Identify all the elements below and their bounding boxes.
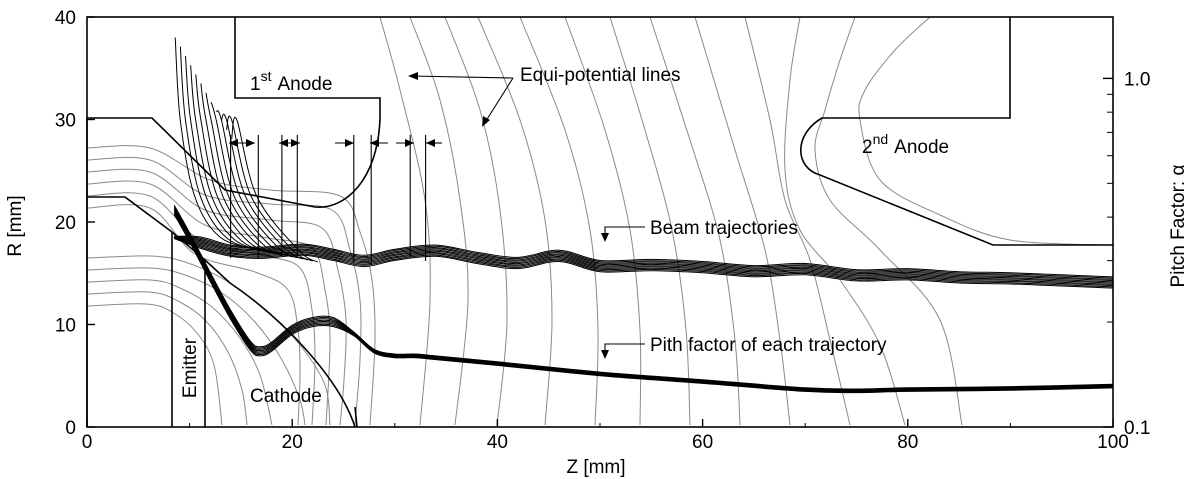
annotation-arrows: [408, 72, 645, 359]
equipotential-line-17: [564, 16, 642, 426]
pitch-factor-label: Pith factor of each trajectory: [650, 335, 887, 356]
emission-trajectory-8: [210, 101, 298, 259]
x-tick-label-2: 40: [487, 432, 508, 453]
y2-tick-label-0: 0.1: [1124, 418, 1150, 439]
pitch-factor-curve-1: [173, 204, 1114, 390]
beam-trajectory-7: [174, 237, 1114, 285]
measure-arrow-1-head-a: [229, 139, 238, 147]
emission-trajectory-5: [195, 74, 283, 256]
emission-trajectory-11: [226, 115, 313, 262]
beam-trajectory-4: [174, 236, 1114, 282]
equipotential-label: Equi-potential lines: [520, 65, 681, 86]
y-tick-label-3: 30: [55, 111, 76, 132]
equipotential-line-7: [86, 156, 362, 426]
equipotential-line-5: [86, 303, 223, 426]
beam-arrow-head: [601, 233, 609, 242]
beam-trajectories: [174, 37, 1114, 289]
y-tick-label-4: 40: [55, 8, 76, 29]
equipotential-line-16: [519, 16, 599, 426]
x-axis-label: Z [mm]: [566, 457, 625, 478]
equipotential-line-24: [858, 16, 1114, 246]
x-tick-label-4: 80: [897, 432, 918, 453]
y-tick-label-1: 10: [55, 316, 76, 337]
y-axis-label: R [mm]: [5, 195, 26, 256]
measure-arrow-2-head-b: [291, 139, 300, 147]
emission-trajectory-12: [231, 116, 319, 263]
emission-trajectory-2: [179, 46, 267, 253]
equi-arrow-head-1: [408, 72, 418, 80]
equipotential-line-10: [86, 192, 316, 426]
equipotential-lines: [86, 16, 1114, 426]
measure-arrow-4-head: [370, 139, 379, 147]
equipotential-line-13: [409, 16, 469, 426]
beam-trajectory-2: [174, 236, 1114, 279]
x-tick-label-3: 60: [692, 432, 713, 453]
equipotential-line-15: [477, 16, 553, 426]
y-tick-label-2: 20: [55, 213, 76, 234]
measure-arrow-6-head: [426, 139, 435, 147]
emission-trajectory-4: [190, 65, 277, 255]
x-tick-label-1: 20: [282, 432, 303, 453]
beam-trajectories-label: Beam trajectories: [650, 218, 798, 239]
y2-axis-label: Pitch Factor: α: [1168, 165, 1189, 288]
beam-trajectory-9: [174, 237, 1114, 288]
equi-arrow-line-2: [483, 77, 514, 125]
beam-trajectory-5: [174, 236, 1114, 283]
pitch-measure-arrows: [229, 139, 442, 147]
measure-arrow-5-head: [405, 139, 414, 147]
cathode-label: Cathode: [250, 386, 322, 407]
pitch-factor-curves: [173, 204, 1114, 394]
emitter-label: Emitter: [180, 337, 201, 398]
equipotential-line-4: [86, 291, 248, 426]
equi-arrow-head-2: [482, 116, 490, 127]
equipotential-line-18: [609, 16, 691, 426]
emission-trajectory-3: [185, 55, 272, 254]
emission-trajectory-7: [205, 92, 293, 258]
emission-trajectory-10: [220, 113, 308, 261]
second-anode-outline: [799, 17, 1113, 246]
x-tick-label-0: 0: [82, 432, 93, 453]
equipotential-line-12: [379, 16, 431, 426]
emission-trajectory-1: [174, 37, 262, 252]
equipotential-line-20: [694, 16, 791, 426]
equipotential-line-21: [744, 16, 851, 426]
equi-arrow-line-1: [409, 75, 514, 79]
y2-tick-label-1: 1.0: [1124, 69, 1150, 90]
pitch-factor-curve-6: [173, 211, 1114, 393]
equipotential-line-6: [86, 145, 376, 426]
equipotential-line-3: [86, 279, 273, 426]
beam-trajectory-3: [174, 236, 1114, 280]
beam-trajectory-1: [174, 235, 1114, 278]
emission-trajectory-6: [200, 83, 288, 257]
measure-arrow-1-head-b: [246, 139, 255, 147]
first-anode-label: 1st Anode: [250, 68, 332, 95]
measure-arrow-2-head-a: [279, 139, 288, 147]
x-tick-label-5: 100: [1097, 432, 1129, 453]
y-tick-label-0: 0: [65, 418, 76, 439]
cathode-bottom: [354, 406, 358, 428]
pitch-factor-curve-8: [173, 214, 1114, 394]
beam-arrow: [604, 226, 645, 238]
equipotential-line-19: [649, 16, 741, 426]
equipotential-line-14: [444, 16, 508, 426]
axis-ticks: 0 20 40 60 80 100 0 10 20 30 40 0.1 1.0: [55, 8, 1151, 453]
beam-trajectory-6: [174, 237, 1114, 284]
measure-arrow-3-head: [345, 139, 354, 147]
pitch-arrow-head: [601, 350, 609, 359]
second-anode-label: 2nd Anode: [862, 131, 949, 158]
pitch-arrow: [604, 343, 645, 355]
emission-trajectory-9: [215, 110, 303, 260]
equipotential-line-23: [814, 16, 963, 426]
equipotential-line-8: [86, 168, 347, 426]
equipotential-line-22: [784, 16, 906, 426]
equipotential-line-11: [86, 204, 301, 426]
first-anode-outline: [87, 17, 381, 208]
